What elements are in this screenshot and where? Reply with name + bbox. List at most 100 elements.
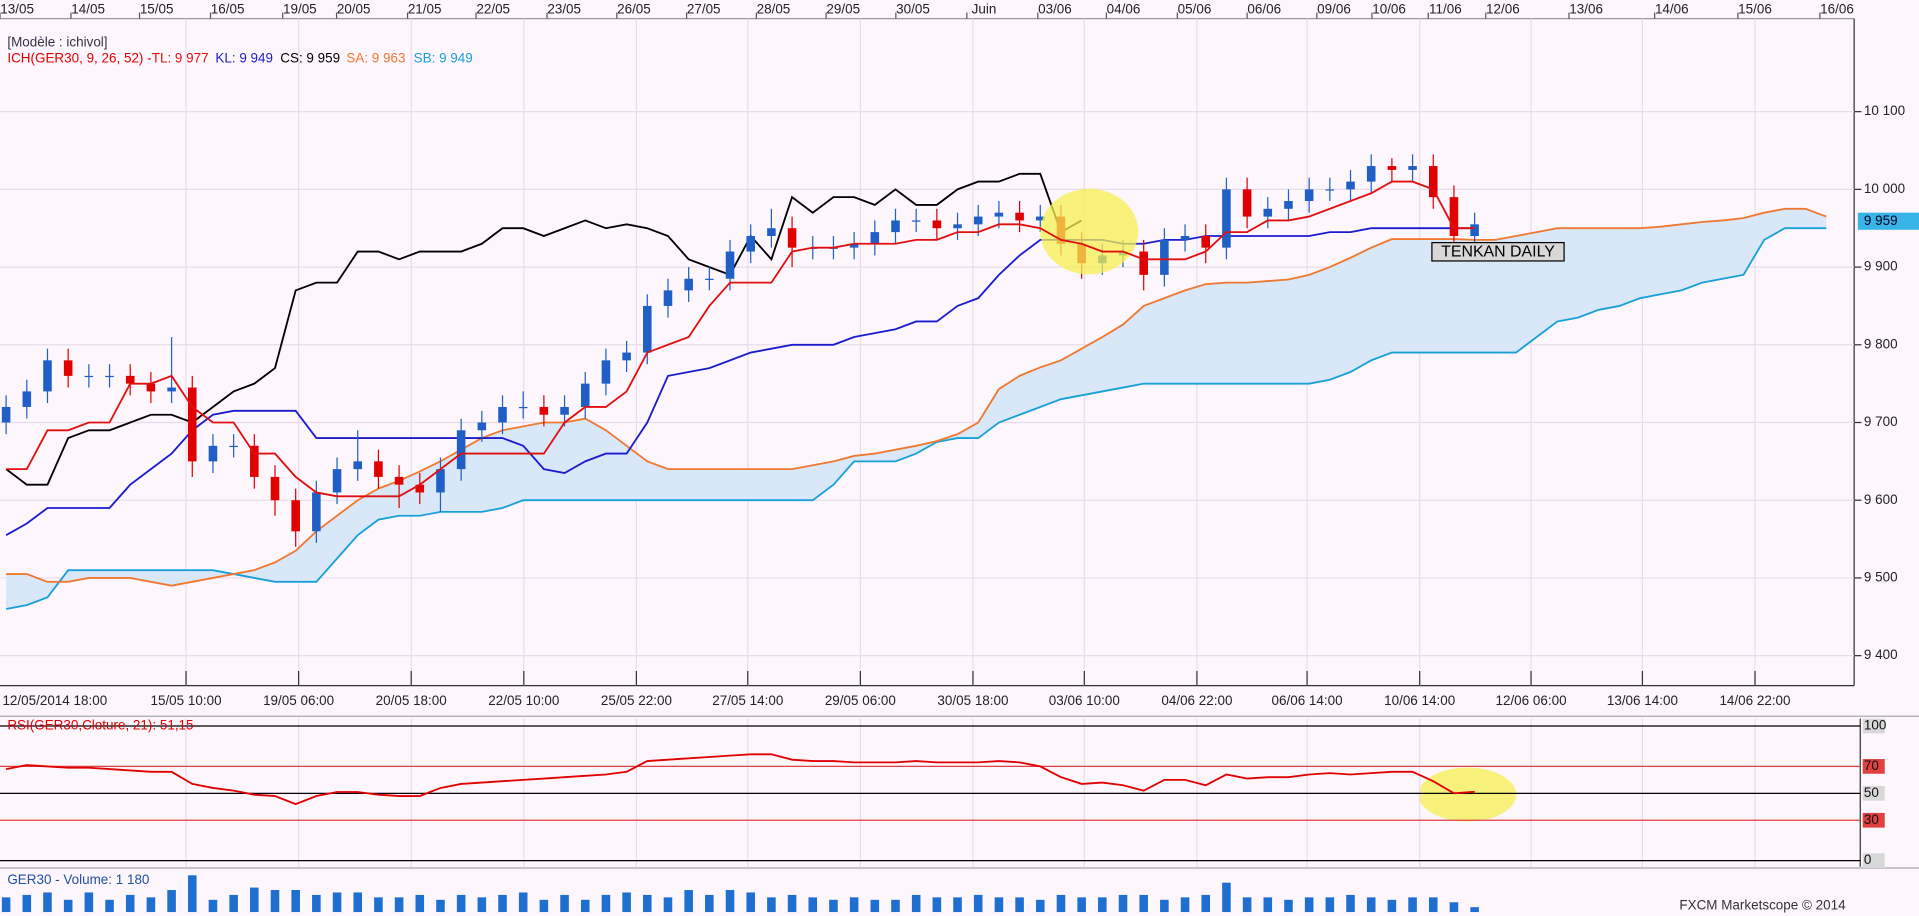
top-date-label: 11/06: [1429, 2, 1462, 17]
candle-body: [1222, 189, 1231, 248]
top-date-label: 03/06: [1038, 2, 1072, 17]
highlight: [1040, 188, 1139, 275]
volume-bar: [1408, 897, 1417, 913]
candle-body: [518, 406, 528, 409]
candle-body: [1346, 181, 1355, 190]
y-tick-label: 70: [1864, 758, 1879, 773]
candle-body: [208, 445, 218, 462]
top-date-label: 04/06: [1107, 2, 1141, 17]
volume-bar: [1325, 897, 1335, 913]
volume-bar: [849, 897, 859, 913]
volume-bar: [601, 894, 611, 913]
volume-bar: [870, 899, 880, 913]
main-panel: 13/05 14/05 15/05 16/05 19/05 20/05 21/05 22/05…: [0, 2, 1905, 708]
candle-body: [332, 469, 342, 493]
candle-body: [725, 251, 735, 279]
candle-body: [312, 492, 321, 532]
candle-body: [1428, 166, 1438, 198]
volume-bar: [43, 892, 52, 913]
legend-entry: SA: 9 963: [346, 51, 405, 66]
candle-body: [63, 360, 73, 376]
candle-body: [394, 476, 404, 485]
volume-bar: [477, 897, 487, 913]
top-date-label: 20/05: [337, 2, 371, 17]
y-tick-label: 0: [1864, 852, 1871, 867]
candle-body: [911, 220, 921, 222]
candle-body: [415, 484, 425, 493]
y-tick-label: 10 100: [1864, 103, 1905, 118]
top-date-label: 15/06: [1738, 2, 1772, 17]
top-date-label: 14/06: [1655, 2, 1689, 17]
volume-bar: [953, 897, 962, 913]
volume-bar: [436, 899, 445, 913]
volume-bar: [22, 894, 32, 913]
candle-body: [1325, 189, 1335, 191]
volume-bar: [270, 890, 280, 913]
volume-bar: [312, 894, 321, 913]
candle-body: [1263, 208, 1273, 217]
rsi-panel: 0 30 50 70 100: [0, 718, 1886, 868]
top-date-label: 14/05: [71, 2, 105, 17]
volume-bar: [1180, 897, 1190, 913]
y-tick-box: [1862, 718, 1885, 734]
candle-body: [167, 387, 176, 392]
volume-bar: [1449, 902, 1459, 913]
candle-body: [146, 383, 156, 392]
y-tick-label: 9 600: [1864, 492, 1898, 507]
volume-bar: [560, 894, 569, 913]
volume-bar: [725, 890, 735, 913]
candle-body: [1139, 251, 1148, 275]
candle-body: [187, 387, 197, 462]
volume-bar: [1284, 899, 1293, 913]
volume-bar: [250, 887, 259, 913]
legend-prefix: ICH(GER30, 9, 26, 52) -: [7, 51, 151, 66]
top-date-label: 27/05: [687, 2, 721, 17]
volume-title: GER30 - Volume: 1 180: [7, 872, 149, 887]
volume-bar: [187, 875, 197, 913]
y-tick-label: 9 400: [1864, 647, 1898, 662]
candle-body: [580, 383, 590, 407]
volume-bar: [353, 892, 363, 913]
x-tick-label: 03/06 10:00: [1049, 693, 1120, 708]
x-tick-label: 12/06 06:00: [1495, 693, 1566, 708]
y-tick-label: 100: [1864, 718, 1886, 733]
volume-bar: [105, 899, 114, 913]
top-date-label: 13/05: [0, 2, 34, 17]
volume-bar: [663, 897, 673, 913]
top-date-label: 15/05: [140, 2, 174, 17]
last-price-label: 9 959: [1864, 213, 1898, 228]
candle-body: [84, 375, 94, 378]
candle-body: [477, 422, 487, 431]
candle-body: [1366, 166, 1376, 182]
volume-bar: [332, 892, 342, 913]
indicator-line: [6, 207, 1827, 587]
top-date-label: Juin: [972, 2, 997, 17]
legend-entry: TL: 9 977: [152, 51, 209, 66]
volume-bar: [787, 894, 797, 913]
volume-bar: [1, 897, 11, 913]
volume-bar: [973, 894, 983, 913]
y-tick-label: 9 900: [1864, 259, 1898, 274]
volume-bar: [84, 892, 94, 913]
volume-bar: [1139, 894, 1148, 913]
volume-bar: [518, 892, 528, 913]
top-date-label: 22/05: [476, 2, 510, 17]
candle-body: [622, 352, 631, 361]
volume-bar: [1098, 897, 1107, 913]
x-tick-label: 29/05 06:00: [825, 693, 896, 708]
top-date-label: 16/06: [1820, 2, 1854, 17]
volume-bar: [1056, 894, 1066, 913]
volume-bar: [167, 890, 176, 913]
indicator-line: [6, 180, 1475, 498]
candle-body: [870, 232, 880, 244]
y-tick-box: [1862, 759, 1885, 774]
candle-body: [374, 461, 383, 477]
candle-body: [705, 278, 714, 280]
volume-bar: [580, 899, 590, 913]
candle-body: [953, 224, 962, 229]
candle-body: [601, 360, 611, 384]
volume-bar: [829, 899, 838, 913]
volume-bar: [1470, 907, 1479, 913]
